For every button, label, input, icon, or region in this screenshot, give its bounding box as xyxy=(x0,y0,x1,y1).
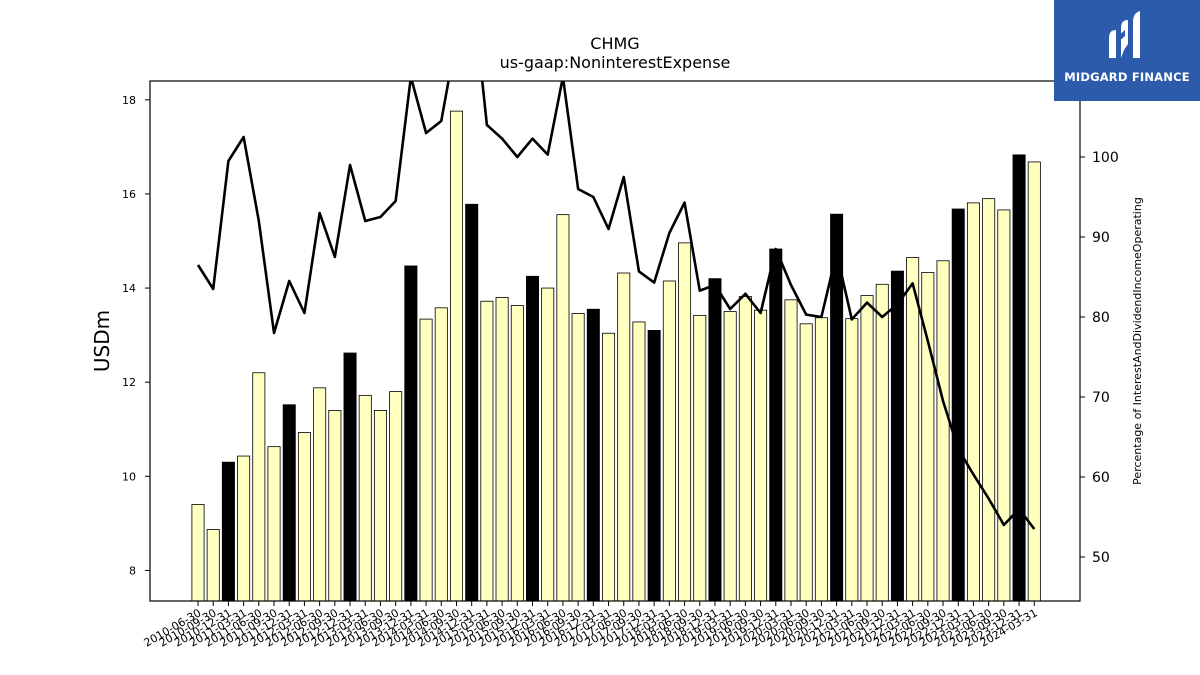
bar xyxy=(1027,161,1041,601)
y-right-tick-label: 80 xyxy=(1092,310,1110,326)
bar xyxy=(784,299,798,601)
y-axis-label: USDm xyxy=(90,310,114,372)
bar xyxy=(297,432,311,601)
y-tick-label: 12 xyxy=(122,376,136,389)
bar xyxy=(191,504,205,601)
bar xyxy=(526,275,540,601)
bar xyxy=(906,257,920,601)
bar xyxy=(845,318,859,601)
bar xyxy=(693,314,707,601)
bar xyxy=(206,529,220,601)
chart-title: CHMG xyxy=(590,34,639,53)
bar xyxy=(662,280,676,601)
bar xyxy=(328,410,342,601)
bar xyxy=(738,296,752,601)
y-right-tick-label: 60 xyxy=(1092,470,1110,486)
bar xyxy=(602,332,616,601)
bar xyxy=(465,203,479,601)
bar xyxy=(632,321,646,601)
bar xyxy=(480,300,494,601)
bar xyxy=(617,272,631,601)
bar xyxy=(997,209,1011,601)
axes: 8101214161850607080901002010-06-302010-0… xyxy=(122,94,1119,650)
bar xyxy=(541,287,555,601)
brand-logo: MIDGARD FINANCE xyxy=(1054,0,1200,101)
brand-mark-icon xyxy=(1109,11,1140,58)
bar xyxy=(799,323,813,601)
bar xyxy=(830,213,844,601)
y-tick-label: 8 xyxy=(129,564,136,577)
bar xyxy=(267,446,281,601)
bar xyxy=(434,307,448,601)
bar xyxy=(252,372,266,601)
bar xyxy=(769,248,783,601)
bar xyxy=(449,110,463,601)
plot-area xyxy=(191,110,1041,601)
bar xyxy=(510,305,524,601)
bar xyxy=(860,295,874,601)
y-right-tick-label: 100 xyxy=(1092,150,1119,166)
bar xyxy=(358,394,372,601)
bar xyxy=(389,391,403,601)
bar xyxy=(814,317,828,601)
y-tick-label: 16 xyxy=(122,188,136,201)
y-tick-label: 10 xyxy=(122,470,136,483)
bar xyxy=(754,309,768,601)
chart-subtitle: us-gaap:NoninterestExpense xyxy=(500,53,731,72)
ratio-line xyxy=(196,81,1036,530)
y-tick-label: 14 xyxy=(122,282,136,295)
bar xyxy=(1012,154,1026,601)
bar xyxy=(556,214,570,601)
bar xyxy=(966,202,980,601)
bar xyxy=(723,311,737,601)
bar xyxy=(647,330,661,601)
plot-frame xyxy=(149,80,1081,602)
y-axis-right-label: Percentage of InterestAndDividendIncomeO… xyxy=(1131,197,1144,485)
bar xyxy=(495,297,509,601)
y-right-tick-label: 70 xyxy=(1092,390,1110,406)
bar xyxy=(419,318,433,601)
bar xyxy=(936,260,950,601)
bar xyxy=(678,242,692,601)
bar xyxy=(313,387,327,601)
bar xyxy=(343,352,357,601)
bar xyxy=(951,208,965,601)
brand-name: MIDGARD FINANCE xyxy=(1064,70,1190,84)
bar xyxy=(571,313,585,601)
bar xyxy=(373,410,387,601)
bar xyxy=(586,308,600,601)
bar xyxy=(221,461,235,601)
bar xyxy=(982,198,996,601)
bar xyxy=(708,278,722,601)
y-tick-label: 18 xyxy=(122,94,136,107)
bar xyxy=(875,283,889,601)
y-right-tick-label: 90 xyxy=(1092,230,1110,246)
bar xyxy=(890,270,904,601)
bar xyxy=(282,404,296,601)
bar xyxy=(237,455,251,601)
y-right-tick-label: 50 xyxy=(1092,550,1110,566)
bar xyxy=(404,265,418,601)
ratio-line-group xyxy=(196,81,1036,530)
